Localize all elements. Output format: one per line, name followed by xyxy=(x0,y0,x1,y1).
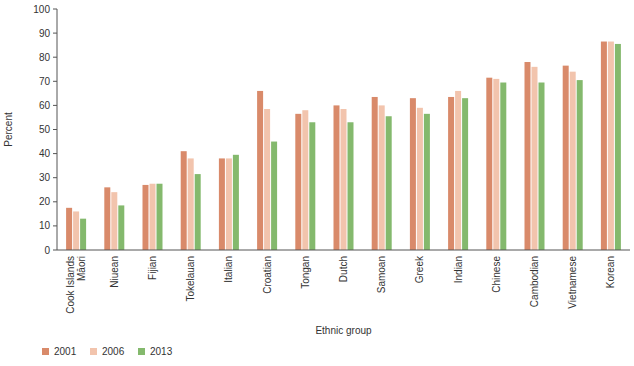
bar xyxy=(150,184,156,250)
x-axis xyxy=(57,250,630,251)
bar xyxy=(532,67,538,250)
bar xyxy=(570,72,576,250)
legend-label: 2013 xyxy=(150,346,173,357)
y-tick xyxy=(53,153,57,154)
y-tick xyxy=(53,225,57,226)
bar xyxy=(257,91,263,250)
bar xyxy=(525,62,531,250)
y-tick xyxy=(53,57,57,58)
bar xyxy=(295,114,301,250)
bar xyxy=(386,116,392,250)
y-tick-label: 20 xyxy=(39,196,51,207)
x-axis-label: Ethnic group xyxy=(315,325,372,336)
bar xyxy=(500,83,506,250)
bar xyxy=(348,122,354,250)
x-tick-label: Croatian xyxy=(262,256,273,294)
y-tick-label: 0 xyxy=(44,245,50,256)
bar xyxy=(334,105,340,250)
x-tick-label: Tongan xyxy=(300,256,311,289)
bar xyxy=(601,42,607,250)
bar xyxy=(410,98,416,250)
bar xyxy=(448,97,454,250)
bar xyxy=(73,211,79,250)
y-tick-label: 50 xyxy=(39,124,51,135)
bar xyxy=(341,109,347,250)
bar xyxy=(608,42,614,250)
x-tick-label: Cambodian xyxy=(529,256,540,307)
bar xyxy=(462,98,468,250)
x-tick-label: Greek xyxy=(414,255,425,283)
bar xyxy=(271,142,277,250)
y-axis-label: Percent xyxy=(3,112,14,147)
x-tick-label: Vietnamese xyxy=(567,256,578,309)
x-tick-label: Cook IslandsMāori xyxy=(65,256,87,314)
bar xyxy=(539,83,545,250)
x-tick-label: Samoan xyxy=(376,256,387,293)
y-tick-label: 80 xyxy=(39,52,51,63)
x-tick-label: Tokelauan xyxy=(185,256,196,302)
bar xyxy=(111,192,117,250)
x-tick-label: Fijian xyxy=(147,256,158,280)
bar xyxy=(563,66,569,250)
y-tick xyxy=(53,105,57,106)
y-tick-label: 70 xyxy=(39,76,51,87)
y-tick xyxy=(53,33,57,34)
bar xyxy=(486,78,492,250)
bar xyxy=(455,91,461,250)
bar xyxy=(104,187,110,250)
y-axis xyxy=(57,9,58,250)
bar xyxy=(157,184,163,250)
y-tick-label: 10 xyxy=(39,220,51,231)
legend-label: 2006 xyxy=(102,346,125,357)
bar xyxy=(80,219,86,250)
bar xyxy=(424,114,430,250)
bars xyxy=(66,42,621,250)
bar xyxy=(372,97,378,250)
bar xyxy=(219,158,225,250)
bar xyxy=(118,205,124,250)
bar xyxy=(233,155,239,250)
x-tick-label: Dutch xyxy=(338,256,349,282)
legend-label: 2001 xyxy=(54,346,77,357)
legend-swatch xyxy=(42,348,49,355)
y-tick-label: 60 xyxy=(39,100,51,111)
y-tick xyxy=(53,201,57,202)
y-tick xyxy=(53,250,57,251)
bar xyxy=(66,208,72,250)
chart: 0 10 20 30 40 50 60 70 80 90 100 Percent Cook Island… xyxy=(0,0,634,366)
bar xyxy=(181,151,187,250)
x-tick-label: Niuean xyxy=(109,256,120,288)
bar xyxy=(264,109,270,250)
x-tick-label: Chinese xyxy=(491,256,502,293)
bar xyxy=(493,79,499,250)
legend-swatch xyxy=(138,348,145,355)
y-tick-label: 90 xyxy=(39,28,51,39)
x-tick-label: Korean xyxy=(605,256,616,288)
bar xyxy=(188,158,194,250)
y-tick xyxy=(53,9,57,10)
bar xyxy=(577,80,583,250)
bar xyxy=(143,185,149,250)
bar xyxy=(226,158,232,250)
y-tick xyxy=(53,129,57,130)
y-tick-label: 30 xyxy=(39,172,51,183)
legend-swatch xyxy=(90,348,97,355)
y-tick-label: 40 xyxy=(39,148,51,159)
bar xyxy=(309,122,315,250)
x-tick-label: Indian xyxy=(453,256,464,283)
bar xyxy=(417,108,423,250)
bar xyxy=(615,44,621,250)
bar xyxy=(302,110,308,250)
y-tick-label: 100 xyxy=(33,4,50,15)
y-tick xyxy=(53,177,57,178)
x-tick-label: Italian xyxy=(223,256,234,283)
y-tick xyxy=(53,81,57,82)
bar xyxy=(195,174,201,250)
bar xyxy=(379,105,385,250)
